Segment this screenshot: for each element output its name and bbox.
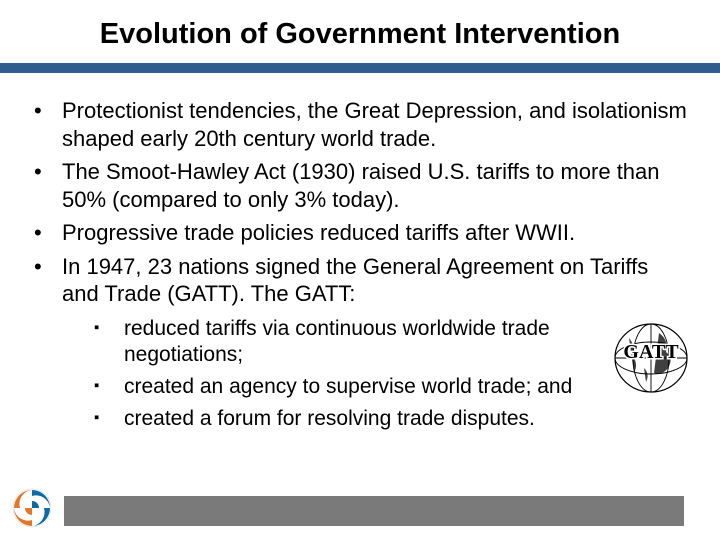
list-item: • The Smoot-Hawley Act (1930) raised U.S… [30, 158, 690, 213]
slide-title: Evolution of Government Intervention [0, 0, 720, 63]
square-bullet-marker: ▪ [92, 374, 124, 400]
list-item: • Progressive trade policies reduced tar… [30, 219, 690, 247]
list-item: • Protectionist tendencies, the Great De… [30, 97, 690, 152]
bullet-marker: • [30, 253, 62, 308]
bullet-text: Progressive trade policies reduced tarif… [62, 219, 690, 247]
list-item: • In 1947, 23 nations signed the General… [30, 253, 690, 308]
bullet-marker: • [30, 97, 62, 152]
main-bullet-list: • Protectionist tendencies, the Great De… [30, 97, 690, 308]
square-bullet-marker: ▪ [92, 316, 124, 369]
list-item: ▪ reduced tariffs via continuous worldwi… [92, 316, 690, 369]
bullet-text: In 1947, 23 nations signed the General A… [62, 253, 690, 308]
title-underline-bar [0, 63, 720, 73]
gatt-logo-icon: GATT [604, 318, 698, 396]
footer-bar [64, 496, 684, 526]
sub-bullet-text: created a forum for resolving trade disp… [124, 406, 690, 432]
gatt-logo-label: GATT [623, 341, 679, 363]
bullet-marker: • [30, 158, 62, 213]
bullet-marker: • [30, 219, 62, 247]
swirl-logo-icon [12, 488, 52, 528]
square-bullet-marker: ▪ [92, 406, 124, 432]
list-item: ▪ created a forum for resolving trade di… [92, 406, 690, 432]
sub-bullet-list: ▪ reduced tariffs via continuous worldwi… [92, 316, 690, 433]
bullet-text: The Smoot-Hawley Act (1930) raised U.S. … [62, 158, 690, 213]
list-item: ▪ created an agency to supervise world t… [92, 374, 690, 400]
bullet-text: Protectionist tendencies, the Great Depr… [62, 97, 690, 152]
